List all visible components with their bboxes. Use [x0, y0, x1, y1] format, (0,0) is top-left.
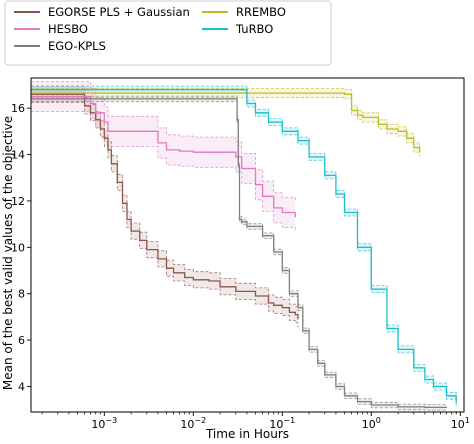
band-rrembo — [31, 88, 420, 157]
legend-label: TuRBO — [235, 22, 273, 36]
x-tick-label: 10−3 — [91, 416, 117, 431]
series-line-turbo — [31, 88, 457, 403]
y-tick-label: 10 — [11, 241, 25, 254]
y-tick-label: 4 — [18, 380, 25, 393]
y-tick-label: 8 — [18, 288, 25, 301]
x-tick-label: 10−2 — [180, 416, 206, 431]
lower-bound-turbo — [31, 92, 457, 407]
lower-bound-ego-kpls — [31, 101, 447, 411]
legend-label: EGORSE PLS + Gaussian — [48, 5, 190, 19]
legend-label: RREMBO — [236, 5, 286, 19]
series-line-hesbo — [31, 95, 296, 218]
x-tick-label: 101 — [451, 416, 470, 431]
y-axis-label: Mean of the best valid values of the obj… — [1, 116, 15, 390]
band-egorse-pls-gaussian — [31, 86, 298, 328]
series-line-rrembo — [31, 92, 421, 153]
y-tick-label: 14 — [11, 149, 25, 162]
y-axis: 4 6 8 10 12 14 16 — [11, 102, 31, 393]
upper-bound-ego-kpls — [31, 95, 447, 405]
confidence-bands — [31, 81, 457, 411]
upper-bound-rrembo — [31, 88, 421, 148]
y-tick-label: 12 — [11, 195, 25, 208]
legend-box — [4, 0, 332, 66]
plot-frame — [30, 77, 465, 413]
lower-bound-egorse-pls-gaussian — [31, 102, 299, 328]
band-turbo — [31, 86, 457, 407]
series-lines — [31, 88, 457, 409]
legend-label: HESBO — [48, 22, 88, 36]
upper-bound-egorse-pls-gaussian — [31, 85, 299, 312]
series-line-egorse-pls-gaussian — [31, 93, 299, 320]
series-line-ego-kpls — [31, 98, 448, 409]
x-tick-label: 10−1 — [269, 416, 295, 431]
y-tick-label: 16 — [11, 102, 25, 115]
legend-label: EGO-KPLS — [48, 39, 106, 53]
legend: EGORSE PLS + Gaussian HESBO EGO-KPLS RREMBO… — [4, 0, 332, 66]
y-tick-label: 6 — [18, 334, 25, 347]
x-tick-label: 100 — [362, 416, 381, 431]
x-axis-label: Time in Hours — [205, 427, 289, 441]
x-axis: 10−3 10−2 10−1 100 101 — [41, 412, 470, 431]
upper-bound-hesbo — [31, 81, 296, 203]
